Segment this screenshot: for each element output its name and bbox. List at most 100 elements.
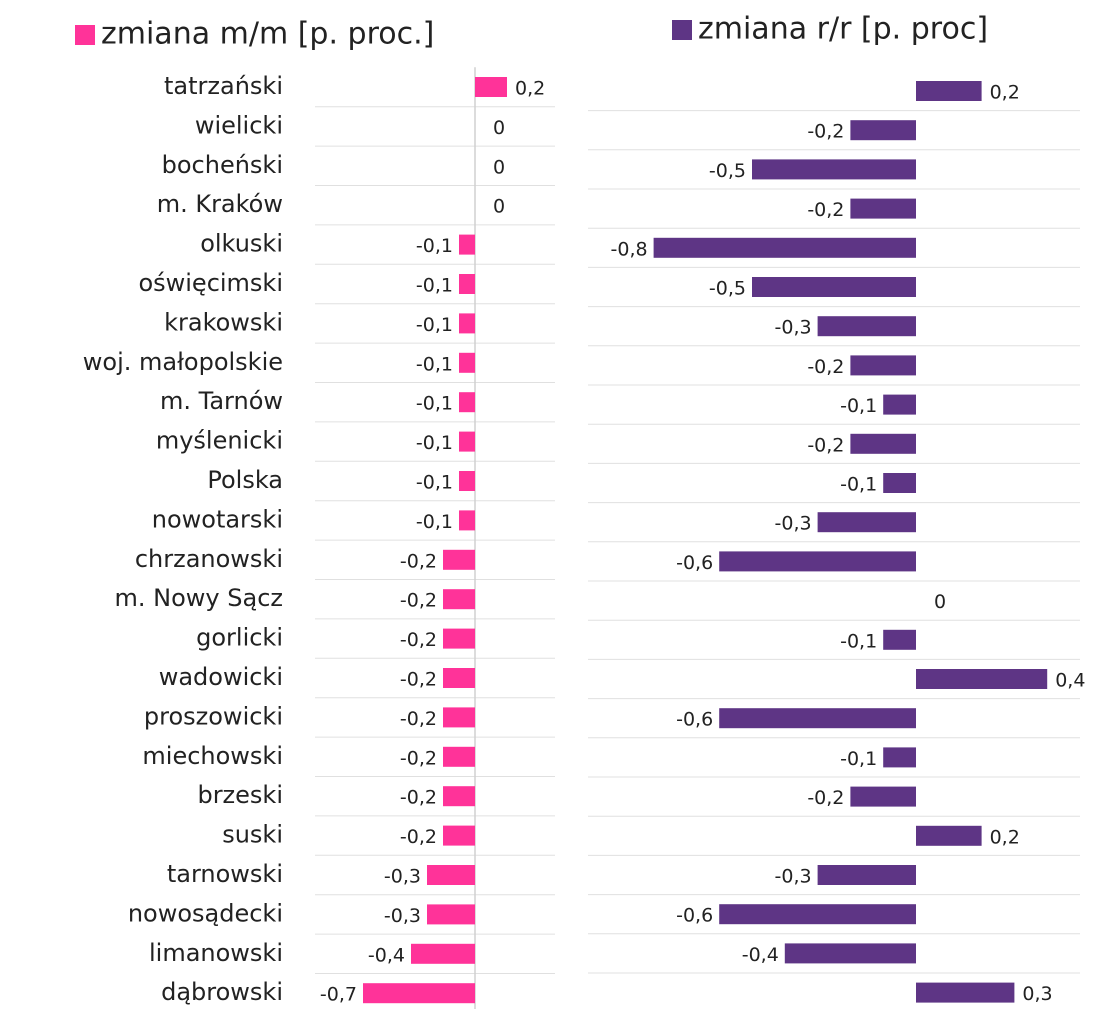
- legend-swatch: [672, 20, 692, 40]
- value-label: 0,2: [990, 826, 1020, 848]
- value-label: -0,6: [676, 709, 713, 731]
- bar: [916, 825, 982, 846]
- bar: [443, 628, 475, 649]
- value-label: -0,1: [416, 432, 453, 454]
- value-label: 0,2: [515, 78, 545, 100]
- value-label: -0,2: [400, 826, 437, 848]
- bar: [475, 77, 507, 97]
- bar: [459, 352, 475, 373]
- bar: [719, 904, 916, 925]
- value-label: -0,1: [840, 474, 877, 496]
- bar: [850, 433, 916, 454]
- category-label: wielicki: [195, 111, 283, 139]
- category-label: m. Tarnów: [160, 387, 283, 415]
- value-label: 0: [493, 196, 505, 218]
- bar: [443, 786, 475, 807]
- value-label: 0,4: [1055, 670, 1085, 692]
- value-label: -0,5: [709, 160, 746, 182]
- bar: [459, 274, 475, 294]
- value-label: -0,1: [416, 353, 453, 375]
- value-label: -0,3: [384, 866, 421, 888]
- category-label: wadowicki: [159, 663, 283, 691]
- bar: [459, 234, 475, 255]
- value-label: -0,6: [676, 905, 713, 927]
- value-label: 0,3: [1022, 983, 1052, 1005]
- value-label: -0,2: [400, 590, 437, 612]
- category-label: m. Nowy Sącz: [115, 584, 283, 612]
- category-label: tarnowski: [167, 860, 283, 888]
- bar: [850, 198, 916, 219]
- bar: [459, 471, 475, 491]
- value-label: -0,2: [400, 629, 437, 651]
- category-label: oświęcimski: [138, 269, 283, 297]
- legend-label: zmiana r/r [p. proc]: [698, 12, 988, 47]
- value-label: -0,2: [807, 356, 844, 378]
- category-label: olkuski: [200, 230, 283, 258]
- value-label: -0,1: [416, 275, 453, 297]
- value-label: -0,8: [611, 238, 648, 260]
- category-label: proszowicki: [144, 702, 283, 730]
- bar: [459, 392, 475, 413]
- bar: [916, 81, 982, 101]
- bar: [850, 786, 916, 807]
- legend-label: zmiana m/m [p. proc.]: [101, 17, 434, 52]
- value-label: -0,2: [400, 708, 437, 730]
- category-label: myślenicki: [156, 427, 283, 455]
- bar: [459, 431, 475, 452]
- bar: [883, 747, 916, 768]
- category-label: suski: [222, 821, 283, 849]
- category-label: limanowski: [149, 939, 283, 967]
- bar: [443, 746, 475, 767]
- value-label: -0,2: [400, 787, 437, 809]
- value-label: -0,5: [709, 278, 746, 300]
- bar: [443, 589, 475, 610]
- bar: [363, 983, 475, 1004]
- category-label: tatrzański: [164, 72, 283, 100]
- value-label: -0,2: [400, 669, 437, 691]
- category-label: chrzanowski: [135, 545, 283, 573]
- category-label: gorlicki: [196, 624, 283, 652]
- value-label: -0,3: [775, 866, 812, 888]
- bar: [817, 316, 916, 337]
- bar: [411, 943, 475, 964]
- bar: [817, 512, 916, 533]
- legend-swatch: [75, 25, 95, 45]
- value-label: -0,2: [807, 434, 844, 456]
- value-label: -0,7: [320, 984, 357, 1006]
- value-label: -0,1: [840, 395, 877, 417]
- bar: [443, 707, 475, 728]
- bar: [653, 237, 916, 258]
- value-label: -0,6: [676, 552, 713, 574]
- value-label: -0,2: [400, 747, 437, 769]
- bar: [719, 708, 916, 729]
- value-label: 0: [493, 117, 505, 139]
- category-label: krakowski: [164, 308, 283, 336]
- bar: [784, 943, 916, 964]
- value-label: -0,1: [416, 511, 453, 533]
- value-label: -0,1: [416, 393, 453, 415]
- bar: [427, 904, 475, 925]
- bar: [719, 551, 916, 572]
- bar: [916, 669, 1048, 689]
- bar: [916, 982, 1015, 1003]
- bar: [459, 510, 475, 531]
- bar: [443, 825, 475, 846]
- bar: [850, 120, 916, 141]
- category-label: brzeski: [197, 781, 283, 809]
- bar: [883, 629, 916, 650]
- bar: [443, 668, 475, 688]
- value-label: -0,3: [384, 905, 421, 927]
- value-label: -0,4: [742, 944, 779, 966]
- bar: [883, 473, 916, 493]
- value-label: -0,3: [775, 317, 812, 339]
- bar: [752, 159, 916, 180]
- value-label: -0,3: [775, 513, 812, 535]
- bar: [883, 394, 916, 415]
- value-label: -0,2: [400, 550, 437, 572]
- value-label: -0,1: [416, 235, 453, 257]
- value-label: -0,4: [368, 944, 405, 966]
- value-label: 0: [934, 591, 946, 613]
- bar: [817, 865, 916, 885]
- bar: [850, 355, 916, 376]
